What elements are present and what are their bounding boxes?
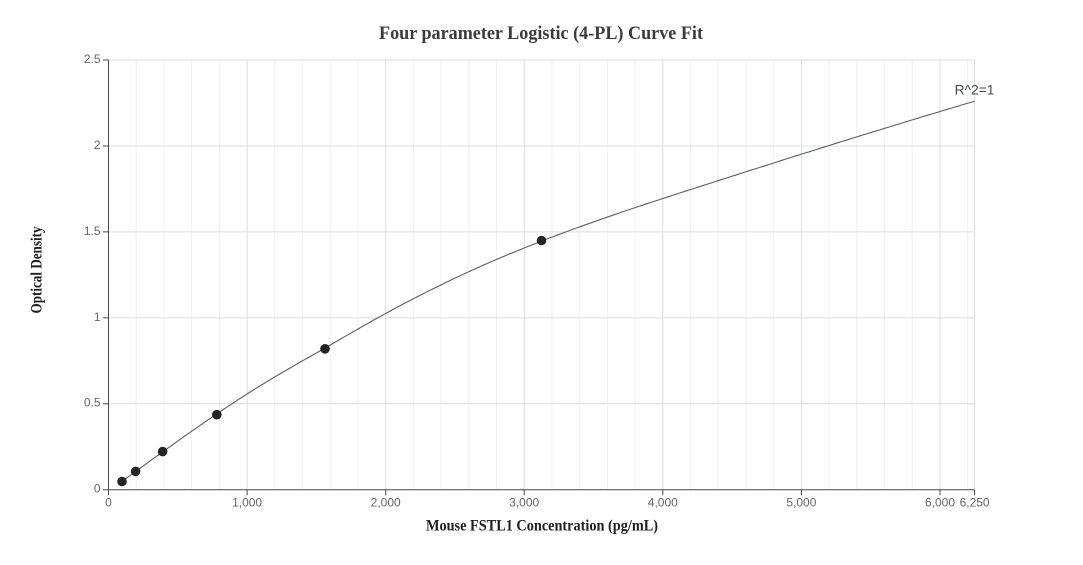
svg-text:4,000: 4,000 <box>648 496 678 510</box>
svg-text:0: 0 <box>94 482 101 496</box>
svg-text:5,000: 5,000 <box>786 496 816 510</box>
svg-text:2: 2 <box>94 138 101 152</box>
svg-text:2.5: 2.5 <box>84 52 101 66</box>
svg-text:Mouse FSTL1 Concentration (pg/: Mouse FSTL1 Concentration (pg/mL) <box>426 517 658 534</box>
svg-text:2,000: 2,000 <box>371 496 401 510</box>
svg-text:Optical Density: Optical Density <box>29 227 46 314</box>
svg-text:R^2=1: R^2=1 <box>955 82 995 97</box>
svg-text:0.5: 0.5 <box>84 396 101 410</box>
svg-text:6,250: 6,250 <box>960 496 990 510</box>
svg-text:1: 1 <box>94 310 101 324</box>
svg-text:6,000: 6,000 <box>925 496 955 510</box>
svg-text:1,000: 1,000 <box>232 496 262 510</box>
svg-text:3,000: 3,000 <box>509 496 539 510</box>
svg-text:1.5: 1.5 <box>84 224 101 238</box>
svg-text:Four parameter Logistic (4-PL): Four parameter Logistic (4-PL) Curve Fit <box>379 23 704 44</box>
svg-text:0: 0 <box>105 496 112 510</box>
